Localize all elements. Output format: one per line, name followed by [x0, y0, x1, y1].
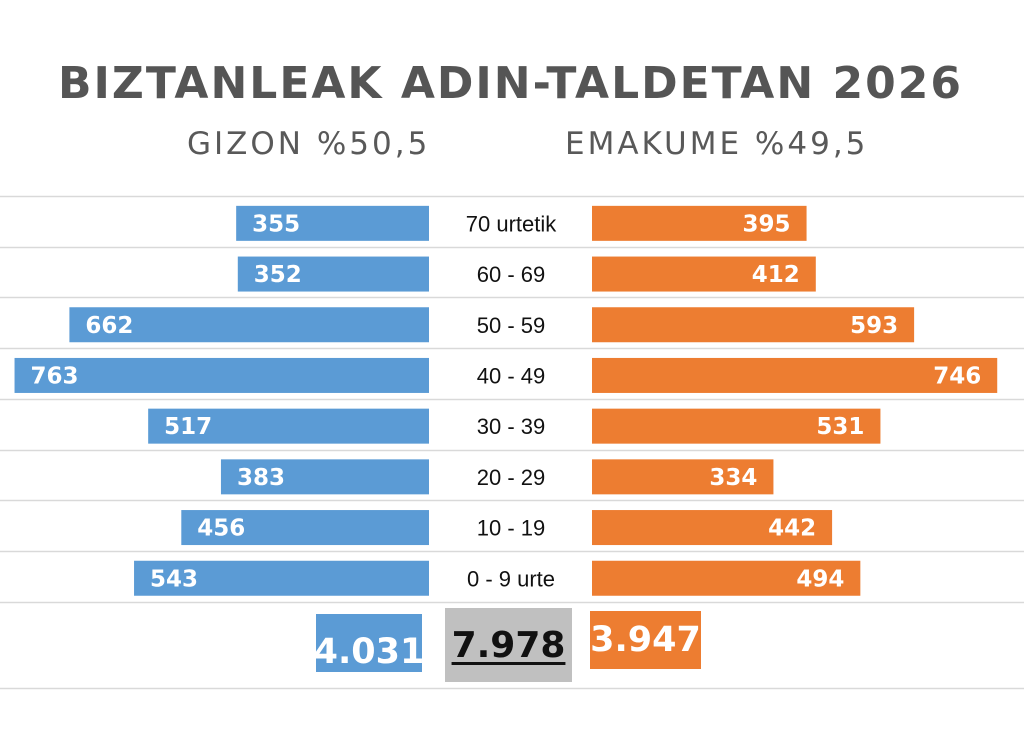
age-group-label: 50 - 59 [477, 313, 546, 338]
men-total: 4.031 [313, 614, 425, 672]
women-bar [592, 307, 915, 343]
men-bar-label: 352 [254, 262, 302, 288]
women-bar-label: 593 [850, 313, 898, 339]
age-group-label: 60 - 69 [477, 262, 546, 287]
men-bar-label: 355 [252, 211, 300, 237]
women-bar [592, 560, 861, 596]
men-bar-label: 763 [31, 363, 79, 389]
age-group-label: 10 - 19 [477, 516, 546, 541]
women-bar [592, 510, 833, 546]
men-bar [69, 307, 429, 343]
men-bar [148, 408, 430, 444]
women-header: EMAKUME %49,5 [565, 126, 869, 162]
chart-title: BIZTANLEAK ADIN-TALDETAN 2026 [58, 58, 963, 109]
men-bar-label: 517 [164, 414, 212, 440]
age-group-label: 20 - 29 [477, 465, 546, 490]
men-bar-label: 456 [197, 516, 245, 542]
women-bar-label: 395 [743, 211, 791, 237]
women-bar [592, 408, 881, 444]
women-bar [592, 357, 998, 393]
women-bar-label: 494 [796, 566, 844, 592]
men-total-value: 4.031 [313, 632, 425, 672]
men-bar [181, 510, 429, 546]
women-bar [592, 205, 807, 241]
men-bar [220, 459, 429, 495]
women-total-value: 3.947 [590, 620, 701, 660]
women-bar [592, 256, 816, 292]
age-group-label: 0 - 9 urte [467, 566, 555, 591]
men-bar [236, 205, 429, 241]
age-group-label: 40 - 49 [477, 363, 546, 388]
grand-total: 7.978 [445, 608, 572, 682]
age-group-label: 30 - 39 [477, 414, 546, 439]
women-bar [592, 459, 774, 495]
men-bar-label: 383 [237, 465, 285, 491]
men-bar [14, 357, 430, 393]
women-bar-label: 531 [816, 414, 864, 440]
women-bar-label: 412 [752, 262, 800, 288]
men-bar [237, 256, 429, 292]
women-bar-label: 442 [768, 516, 816, 542]
men-bar-label: 543 [150, 566, 198, 592]
grand-total-value: 7.978 [451, 624, 566, 666]
age-group-label: 70 urtetik [466, 211, 557, 236]
men-bar [134, 560, 429, 596]
women-bar-label: 746 [933, 363, 981, 389]
women-bar-label: 334 [709, 465, 757, 491]
women-total: 3.947 [590, 611, 701, 669]
men-bar-label: 662 [85, 313, 133, 339]
men-header: GIZON %50,5 [187, 126, 431, 162]
